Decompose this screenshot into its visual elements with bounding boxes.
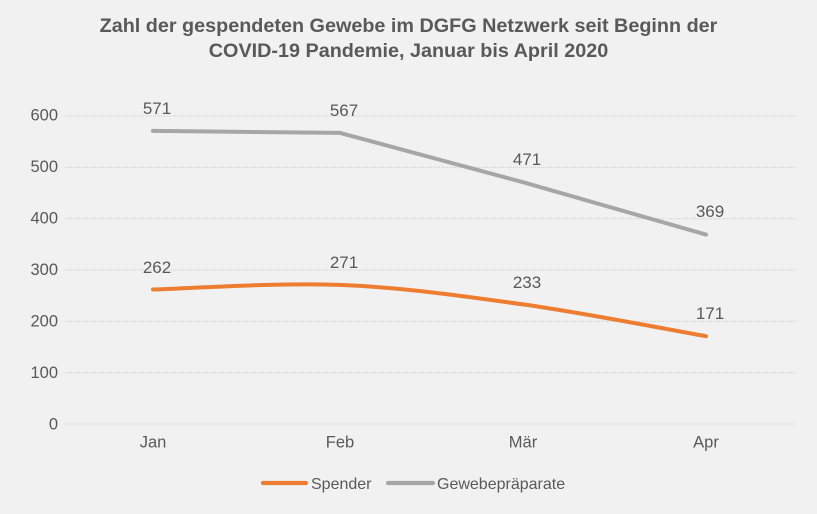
svg-text:300: 300 [30,261,58,279]
svg-text:0: 0 [49,416,58,434]
svg-text:369: 369 [696,202,724,221]
svg-text:100: 100 [30,364,58,382]
svg-text:Feb: Feb [326,434,354,452]
svg-text:233: 233 [513,273,541,292]
svg-text:171: 171 [696,304,724,323]
svg-text:571: 571 [143,99,171,118]
svg-text:471: 471 [513,150,541,169]
svg-text:262: 262 [143,258,171,277]
svg-text:567: 567 [330,101,358,120]
svg-text:271: 271 [330,253,358,272]
svg-text:200: 200 [30,313,58,331]
svg-text:Jan: Jan [140,434,167,452]
svg-text:Spender: Spender [311,476,372,493]
svg-text:Apr: Apr [693,434,719,452]
svg-text:500: 500 [30,158,58,176]
svg-text:600: 600 [30,107,58,125]
svg-text:Gewebepräparate: Gewebepräparate [437,476,565,493]
svg-text:400: 400 [30,210,58,228]
svg-text:Mär: Mär [509,434,538,452]
